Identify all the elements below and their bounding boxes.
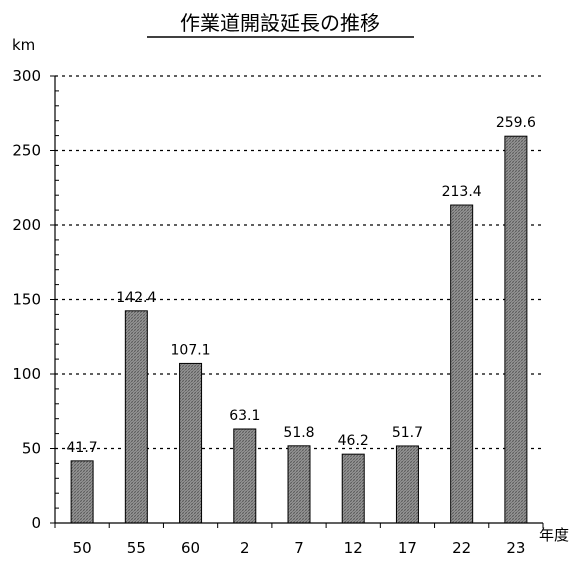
data-label-2: 63.1: [229, 408, 260, 424]
y-tick-label-50: 50: [22, 440, 41, 458]
x-tick-label-2: 2: [240, 539, 250, 557]
bars: [70, 135, 528, 524]
bar-50: [70, 460, 94, 524]
data-label-7: 51.8: [283, 425, 314, 441]
x-tick-label-23: 23: [506, 539, 525, 557]
bar-22: [450, 204, 474, 524]
y-tick-label-250: 250: [12, 142, 41, 160]
y-tick-label-300: 300: [12, 67, 41, 85]
chart-title: 作業道開設延長の推移: [180, 11, 380, 35]
data-label-55: 142.4: [116, 290, 156, 306]
x-tick-label-50: 50: [73, 539, 92, 557]
x-tick-label-12: 12: [344, 539, 363, 557]
data-labels: 41.7 142.4 107.1 63.1 51.8 46.2 51.7 213.4 259.6: [67, 115, 536, 456]
bar-55: [124, 310, 148, 524]
bar-23: [504, 135, 528, 524]
y-tick-label-100: 100: [12, 365, 41, 383]
data-label-50: 41.7: [67, 440, 98, 456]
axes: 0 50 100 150 200 250 300 50 55 60 2 7 12 17 22 23: [12, 67, 544, 557]
bar-60: [179, 362, 203, 524]
data-label-23: 259.6: [496, 115, 536, 131]
y-tick-label-150: 150: [12, 291, 41, 309]
bar-7: [287, 445, 311, 524]
x-tick-label-55: 55: [127, 539, 146, 557]
bar-17: [395, 445, 419, 524]
x-tick-label-60: 60: [181, 539, 200, 557]
x-tick-label-22: 22: [452, 539, 471, 557]
data-label-22: 213.4: [442, 184, 482, 200]
data-label-17: 51.7: [392, 425, 423, 441]
x-axis-unit-label: 年度: [539, 526, 569, 544]
bar-2: [233, 428, 257, 524]
x-tick-label-7: 7: [294, 539, 304, 557]
x-tick-label-17: 17: [398, 539, 417, 557]
y-tick-label-0: 0: [31, 514, 41, 532]
y-axis-unit-label: km: [12, 36, 35, 54]
data-label-60: 107.1: [171, 342, 211, 358]
y-tick-label-200: 200: [12, 216, 41, 234]
bar-12: [341, 453, 365, 524]
data-label-12: 46.2: [338, 433, 369, 449]
